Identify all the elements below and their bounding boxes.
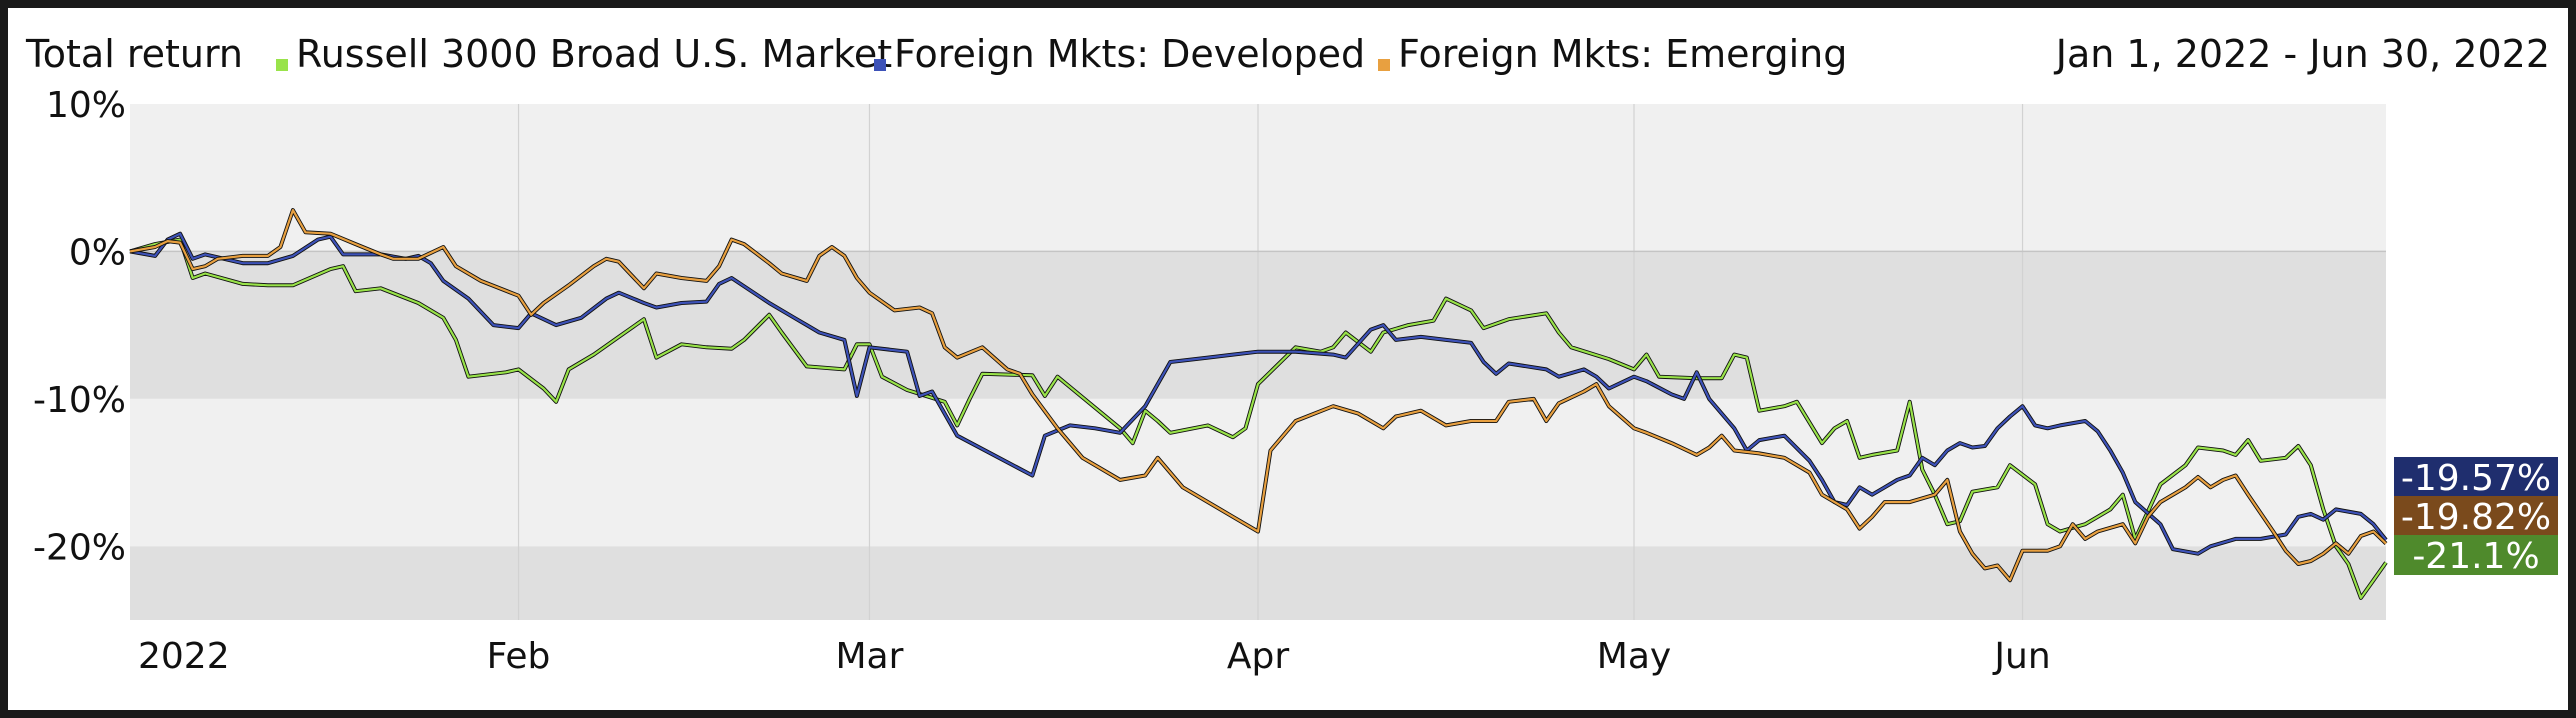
y-tick-label: -10% — [33, 380, 126, 421]
x-tick-label: Mar — [836, 636, 904, 677]
y-axis-ticks: 10% 0% -10% -20% — [33, 85, 126, 568]
legend-swatch — [874, 59, 886, 71]
legend-label: Foreign Mkts: Emerging — [1398, 32, 1847, 76]
end-value-badge — [2394, 496, 2558, 536]
legend-label: Foreign Mkts: Developed — [894, 32, 1365, 76]
legend: Total return Jan 1, 2022 - Jun 30, 2022 … — [25, 32, 2550, 76]
chart-frame: 10% 0% -10% -20% 2022 Feb Mar Apr May Jun Total … — [8, 8, 2568, 710]
end-value-badge — [2394, 535, 2558, 575]
x-tick-label: 2022 — [138, 636, 230, 677]
x-tick-label: Apr — [1227, 636, 1289, 677]
series-layer — [129, 208, 2388, 600]
chart-title: Total return — [25, 32, 243, 76]
y-tick-label: 10% — [46, 85, 126, 126]
x-tick-label: May — [1597, 636, 1671, 677]
legend-label: Russell 3000 Broad U.S. Market — [296, 32, 892, 76]
y-tick-label: 0% — [69, 232, 126, 273]
end-value-label: -19.82% — [2401, 497, 2551, 538]
end-value-badge — [2394, 457, 2558, 497]
series-line — [129, 209, 2387, 582]
end-value-badges: -19.57%-19.82%-21.1% — [2394, 457, 2558, 577]
gridlines — [130, 104, 2386, 620]
series-line — [129, 232, 2387, 555]
legend-swatch — [276, 59, 288, 71]
end-value-label: -19.57% — [2401, 458, 2551, 499]
total-return-chart: 10% 0% -10% -20% 2022 Feb Mar Apr May Jun Total … — [25, 32, 2558, 677]
date-range: Jan 1, 2022 - Jun 30, 2022 — [2054, 32, 2550, 76]
series-line — [129, 238, 2387, 600]
x-tick-label: Jun — [1992, 636, 2050, 677]
legend-swatch — [1378, 59, 1390, 71]
x-axis-ticks: 2022 Feb Mar Apr May Jun — [138, 636, 2051, 677]
x-tick-label: Feb — [487, 636, 551, 677]
y-tick-label: -20% — [33, 527, 126, 568]
end-value-label: -21.1% — [2412, 536, 2539, 577]
